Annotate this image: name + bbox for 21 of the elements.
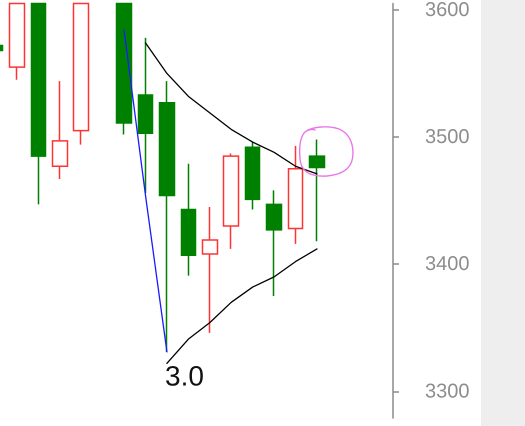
candlestick — [266, 190, 282, 297]
candlestick — [288, 145, 304, 245]
candlestick — [72, 2, 90, 146]
candlestick — [202, 206, 218, 334]
annotation: 3.0 — [165, 360, 204, 392]
y-tick-label: 3600 — [425, 0, 470, 21]
line-series — [144, 42, 318, 175]
candlestick — [116, 2, 132, 136]
candlestick — [8, 2, 26, 81]
candlestick — [244, 141, 260, 210]
candlestick — [52, 80, 68, 180]
candlestick — [222, 152, 240, 250]
candlestick — [158, 80, 176, 353]
candlestick — [138, 37, 154, 194]
y-tick-label: 3300 — [425, 380, 470, 402]
candlestick — [308, 138, 326, 242]
candlestick — [180, 162, 196, 276]
y-tick-label: 3400 — [425, 253, 470, 276]
line-series — [166, 248, 318, 364]
y-tick-label: 3500 — [425, 126, 470, 148]
candlestick — [30, 2, 46, 206]
